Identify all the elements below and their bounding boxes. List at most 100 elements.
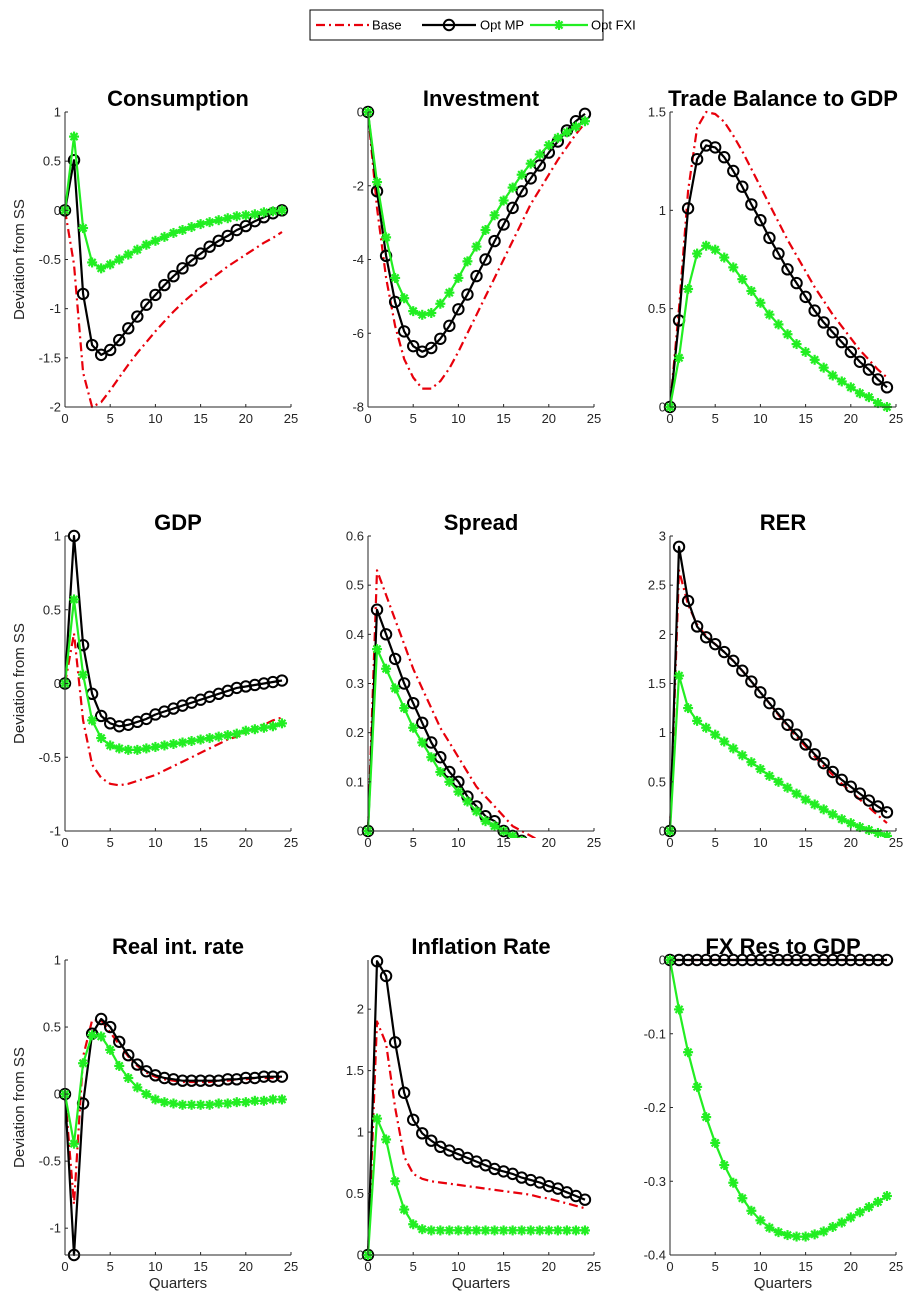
point-opt-mp [817,316,830,329]
point-opt-mp [131,1058,144,1071]
point-opt-fxi [701,240,712,251]
point-opt-mp [506,201,519,215]
point-opt-fxi [231,728,242,739]
point-opt-fxi [480,1225,491,1236]
point-opt-fxi [507,182,518,193]
x-tick-label: 10 [451,835,465,850]
point-opt-mp [176,1074,189,1087]
x-axis-label: Quarters [754,1275,812,1292]
x-tick-label: 10 [451,411,465,426]
series-line-base [668,110,888,408]
plot-area [65,960,291,1255]
point-opt-mp [681,953,695,967]
series-group [663,540,894,838]
panel-fx-res-to-gdp: 0 5 10 15 20 25 -0.4 -0.3 -0.2 -0.1 0 FX Res to GDP… [644,934,904,1292]
point-opt-mp [781,263,794,276]
chart-panels: 0 5 10 15 20 25-2-1.5-1-0.500.51ConsumptionDe… [11,86,903,1292]
point-opt-fxi [78,1058,89,1069]
point-opt-fxi [543,1225,554,1236]
point-opt-fxi [408,1219,419,1230]
y-tick-label: -0.2 [644,1100,666,1115]
series-line-base [366,111,586,390]
point-opt-mp [835,773,848,787]
point-opt-fxi [674,352,685,363]
point-opt-mp [248,1071,262,1085]
y-tick-label: 0.5 [648,774,666,789]
y-tick-label: 1 [357,1125,364,1140]
point-opt-fxi [480,816,491,827]
point-opt-fxi [710,244,721,255]
y-tick-label: 0 [357,1248,364,1263]
point-opt-fxi [674,670,685,681]
point-opt-fxi [372,177,383,188]
point-opt-fxi [683,1047,694,1058]
point-opt-fxi [809,1229,820,1240]
point-opt-mp [85,338,99,352]
point-opt-fxi [543,140,554,151]
point-opt-fxi [141,743,152,754]
x-tick-label: 25 [889,1259,903,1274]
point-opt-fxi [863,1202,874,1213]
point-opt-mp [167,270,180,283]
point-opt-mp [76,287,90,301]
point-opt-fxi [471,1225,482,1236]
point-opt-mp [221,1073,234,1086]
point-opt-fxi [872,827,883,838]
point-opt-mp [185,1074,198,1087]
point-opt-fxi [800,1231,811,1242]
series-group [663,953,894,1242]
point-opt-fxi [123,744,134,755]
point-opt-fxi [800,346,811,357]
point-opt-fxi [827,370,838,381]
point-opt-mp [745,198,758,211]
point-opt-fxi [854,388,865,399]
point-opt-fxi [773,1227,784,1238]
legend: Base Opt MP Opt FXI [309,9,636,41]
y-tick-label: 2 [357,1002,364,1017]
point-opt-fxi [881,1191,892,1201]
plot-area [65,536,291,831]
point-opt-fxi [764,309,775,320]
point-opt-fxi [552,132,563,143]
point-opt-mp [479,253,492,266]
x-tick-label: 15 [193,1259,207,1274]
panel-title: Trade Balance to GDP [668,86,898,111]
point-opt-fxi [498,1225,509,1236]
point-opt-mp [488,234,501,248]
point-opt-fxi [141,239,152,250]
point-opt-fxi [818,1226,829,1237]
point-opt-mp [230,1073,243,1086]
panel-spread: 0 5 10 15 20 25 0 0.1 0.2 0.3 0.4 0.5 0.6 Spread [346,510,601,850]
panel-title: GDP [154,510,202,535]
point-opt-mp [221,229,234,243]
point-opt-fxi [231,211,242,222]
point-opt-fxi [105,740,116,751]
point-opt-mp [194,247,207,260]
y-tick-label: 0 [659,400,666,415]
series-line-base [366,1020,586,1256]
point-opt-fxi [728,1177,739,1188]
y-tick-label: 1 [54,953,61,968]
point-opt-fxi [399,1204,410,1215]
point-opt-mp [690,953,704,967]
x-tick-label: 25 [889,411,903,426]
point-opt-fxi [534,1225,545,1236]
point-opt-mp [266,675,280,689]
point-opt-fxi [498,195,509,206]
x-tick-label: 15 [798,1259,812,1274]
point-opt-fxi [390,272,401,283]
point-opt-fxi [276,718,287,729]
point-opt-fxi [222,213,233,224]
plot-area [368,536,594,831]
point-opt-mp [113,720,126,733]
point-opt-mp [239,680,253,693]
point-opt-mp [388,295,402,309]
y-tick-label: -1 [49,301,61,316]
point-opt-mp [416,1127,429,1140]
point-opt-mp [76,638,90,652]
plot-area [368,960,594,1255]
point-opt-fxi [435,298,446,309]
point-opt-mp [194,1074,207,1087]
point-opt-mp [104,343,117,357]
